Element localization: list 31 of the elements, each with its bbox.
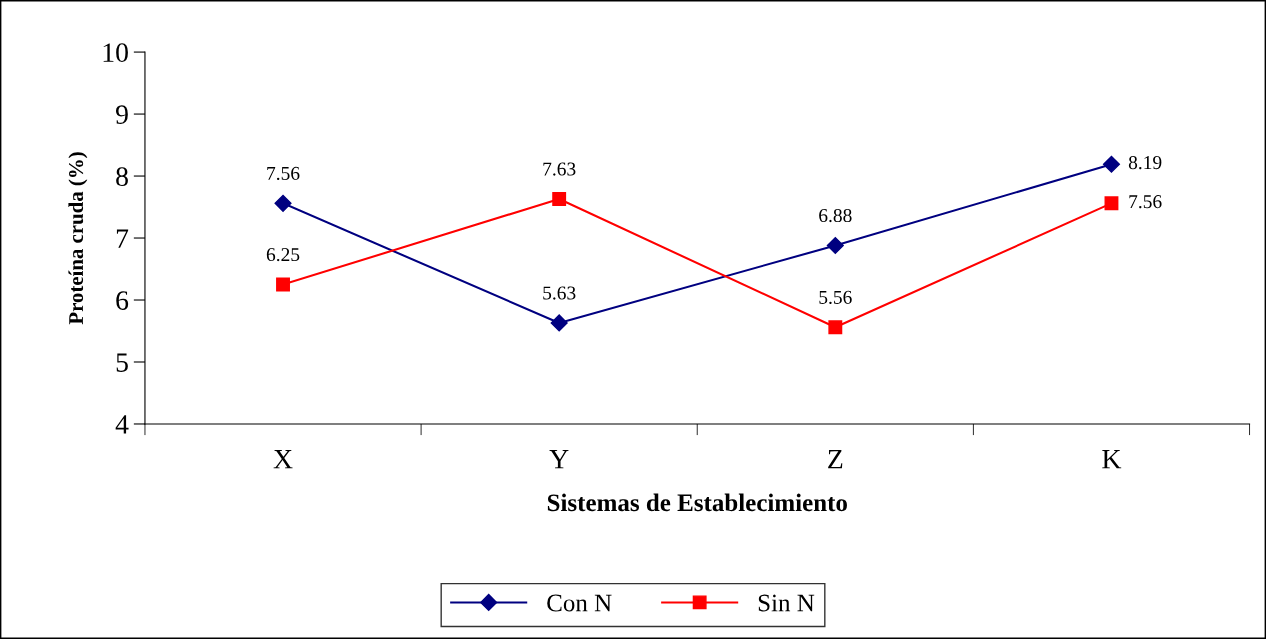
data-label: 5.56 [819,290,852,304]
x-tick-label: X [273,450,293,469]
y-tick-label: 6 [116,291,129,310]
y-tick-label: 9 [115,105,128,124]
y-tick-label: 4 [115,415,129,434]
y-tick-label: 5 [116,353,128,372]
point [826,236,844,255]
data-label: 7.56 [267,166,300,181]
data-label: 6.25 [266,248,300,262]
point [1104,196,1119,211]
x-axis-title: Sistemas de Establecimiento [547,493,847,512]
y-tick-label: 10 [103,43,128,62]
point [274,194,292,212]
x-tick-label: Z [828,450,843,469]
point [1102,155,1121,173]
y-tick-label: 7 [116,229,129,248]
legend-label: Con N [547,594,612,612]
data-label: 5.63 [543,286,576,300]
y-axis-title: Proteína cruda (%) [68,152,88,325]
point [828,320,843,335]
point [552,192,567,206]
point [276,277,290,292]
y-tick-label: 8 [116,167,128,186]
data-label: 6.88 [819,208,852,223]
x-tick-label: K [1102,450,1122,469]
data-label: 7.63 [543,162,576,176]
data-label: 8.19 [1128,156,1162,170]
x-tick-label: Y [549,450,569,469]
legend-label: Sin N [758,594,815,612]
data-label: 7.56 [1129,195,1162,209]
point [550,314,568,332]
